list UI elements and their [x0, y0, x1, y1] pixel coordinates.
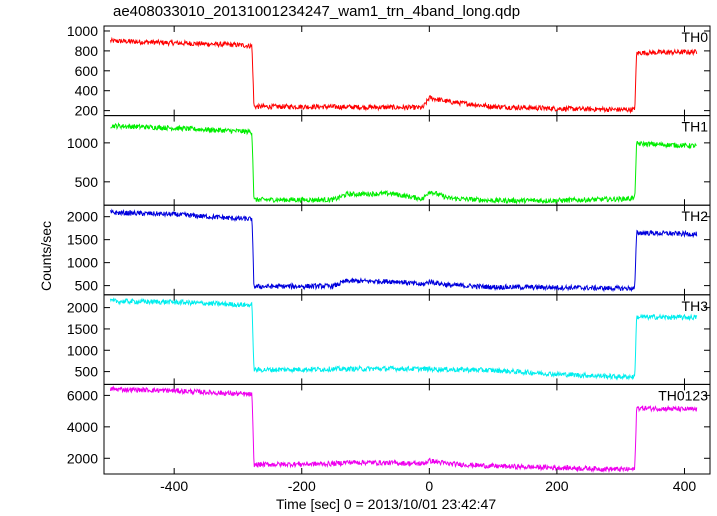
x-tick-label: 200: [545, 478, 569, 494]
series-label-TH0123: TH0123: [658, 387, 708, 403]
y-tick-label-TH0123: 2000: [67, 450, 98, 466]
y-axis-label: Counts/sec: [38, 220, 54, 292]
series-line-TH3: [109, 297, 698, 381]
series-line-TH0123: [109, 385, 698, 474]
y-tick-label-TH2: 500: [75, 278, 99, 294]
series-line-TH0: [109, 36, 698, 114]
y-tick-label-TH1: 1000: [67, 135, 98, 151]
series-label-TH0: TH0: [682, 29, 709, 45]
series-label-TH3: TH3: [682, 298, 709, 314]
y-tick-label-TH2: 2000: [67, 209, 98, 225]
y-tick-label-TH3: 500: [75, 364, 99, 380]
y-tick-label-TH0: 600: [75, 63, 99, 79]
y-tick-label-TH2: 1000: [67, 255, 98, 271]
x-tick-label: 400: [673, 478, 697, 494]
series-label-TH2: TH2: [682, 208, 709, 224]
y-tick-label-TH2: 1500: [67, 232, 98, 248]
y-tick-label-TH3: 1000: [67, 342, 98, 358]
y-tick-label-TH1: 500: [75, 174, 99, 190]
x-tick-label: -400: [160, 478, 188, 494]
y-tick-label-TH0123: 6000: [67, 387, 98, 403]
x-axis-label: Time [sec] 0 = 2013/10/01 23:42:47: [276, 496, 497, 512]
x-tick-label: 0: [425, 478, 433, 494]
y-tick-label-TH0: 1000: [67, 23, 98, 39]
series-line-TH1: [110, 122, 697, 205]
series-label-TH1: TH1: [682, 119, 709, 135]
y-tick-label-TH0: 800: [75, 43, 99, 59]
y-tick-label-TH3: 1500: [67, 321, 98, 337]
x-tick-label: -200: [288, 478, 316, 494]
y-tick-label-TH3: 2000: [67, 300, 98, 316]
y-tick-label-TH0: 400: [75, 83, 99, 99]
panel-frame-TH0123: [103, 383, 711, 475]
panel-frame-TH2: [103, 204, 711, 296]
chart-title: ae408033010_20131001234247_wam1_trn_4ban…: [113, 3, 521, 20]
panel-frame-TH0: [103, 25, 711, 117]
series-line-TH2: [109, 208, 698, 293]
y-tick-label-TH0123: 4000: [67, 419, 98, 435]
y-tick-label-TH0: 200: [75, 103, 99, 119]
